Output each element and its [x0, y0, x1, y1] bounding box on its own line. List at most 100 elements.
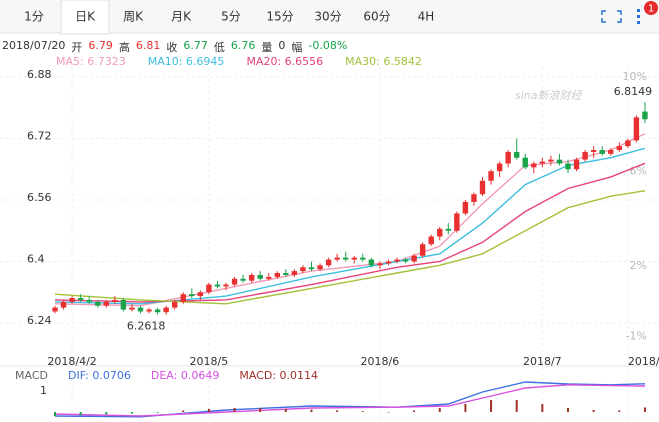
candle-body: [642, 111, 648, 120]
candle-body: [437, 228, 443, 237]
macd-bar: [207, 408, 210, 412]
candle-body: [112, 299, 118, 302]
macd-bar: [438, 408, 441, 412]
candle-body: [240, 278, 246, 281]
price-annotation: 6.8149: [614, 85, 653, 98]
candle-body: [496, 163, 503, 172]
candle-body: [582, 151, 588, 160]
macd-bar: [310, 409, 313, 412]
candle-body: [522, 157, 528, 168]
stat-label: 收: [166, 41, 178, 54]
candle-body: [377, 263, 383, 266]
y2-tick-label: -1%: [626, 330, 647, 343]
info-row: 2018/07/20 开 6.79 高 6.81 收 6.77 低 6.76 量 0 幅 -0.08%: [2, 39, 347, 55]
candle-body: [172, 301, 178, 308]
ma-legend: MA5: 6.7323 MA10: 6.6945 MA20: 6.6556 MA30:…: [56, 55, 422, 68]
x-tick-label: 2018/6: [361, 355, 400, 368]
y-tick-label: 6.4: [27, 253, 45, 266]
x-tick-label: 2018/7/20: [628, 355, 659, 368]
candle-body: [565, 163, 571, 170]
candle-body: [231, 278, 238, 285]
tab[interactable]: 日K: [75, 10, 96, 24]
candle-body: [462, 201, 469, 214]
candle-body: [274, 273, 280, 277]
candle-body: [291, 271, 298, 275]
y-tick-label: 6.72: [27, 130, 52, 143]
macd-bar: [387, 412, 390, 413]
candle-body: [214, 284, 221, 287]
macd-bar: [233, 408, 236, 412]
tab[interactable]: 周K: [123, 10, 144, 24]
macd-bar: [54, 412, 56, 416]
candle-body: [52, 307, 58, 312]
candle-body: [633, 117, 640, 141]
macd-bar: [490, 400, 493, 412]
ma-line: [54, 162, 646, 303]
tab[interactable]: 60分: [363, 10, 390, 24]
candle-body: [368, 259, 375, 266]
badge-text: 1: [648, 4, 654, 15]
macd-bar: [464, 404, 467, 412]
y-tick-label: 6.56: [27, 191, 52, 204]
stat-label: 幅: [291, 41, 303, 54]
date: 2018/07/20: [2, 39, 66, 52]
ma-line: [54, 147, 646, 305]
watermark: sina新浪财经: [515, 89, 582, 102]
tab[interactable]: 4H: [418, 10, 435, 24]
stat-value: 6.77: [183, 39, 208, 52]
macd-bar: [592, 410, 595, 412]
candle-body: [317, 265, 323, 270]
candle-body: [539, 161, 546, 164]
tab[interactable]: 15分: [266, 10, 293, 24]
menu-icon[interactable]: [637, 9, 640, 24]
macd-bar: [79, 412, 82, 416]
candle-body: [385, 261, 392, 264]
candle-body: [488, 171, 494, 181]
y2-tick-label: 10%: [623, 70, 647, 83]
candle-body: [283, 273, 289, 275]
candle-body: [608, 150, 614, 154]
tab[interactable]: 5分: [221, 10, 241, 24]
candle-body: [590, 150, 597, 152]
tab[interactable]: 1分: [24, 10, 44, 24]
candle-body: [428, 236, 434, 245]
x-tick-label: 2018/5: [190, 355, 229, 368]
stat-label: 低: [213, 41, 225, 54]
macd-tick-label: 1: [40, 384, 47, 397]
stat-value: 6.76: [230, 39, 256, 52]
fullscreen-icon[interactable]: [601, 10, 622, 23]
macd-line: [54, 384, 646, 417]
y-tick-label: 6.88: [27, 68, 52, 81]
candle-body: [69, 298, 75, 302]
y2-tick-label: 2%: [630, 259, 647, 272]
legend-entry: DEA: 0.0649: [150, 369, 220, 382]
tab[interactable]: 月K: [171, 10, 192, 24]
macd-bar: [336, 410, 339, 412]
candle-body: [60, 301, 67, 308]
candle-body: [599, 150, 605, 154]
legend-entry: MA5: 6.7323: [56, 55, 126, 68]
legend-entry: MA20: 6.6556: [246, 55, 324, 68]
candle-body: [531, 163, 537, 168]
macd-bar: [182, 410, 185, 412]
legend-entry: MA10: 6.6945: [147, 55, 225, 68]
macd-bar: [541, 404, 544, 412]
candle-body: [308, 267, 315, 270]
candle-body: [77, 298, 84, 300]
x-tick-label: 2018/4/2: [47, 355, 96, 368]
candle-body: [505, 151, 511, 164]
candle-body: [445, 228, 451, 231]
stat-value: 0: [278, 39, 286, 52]
tab[interactable]: 30分: [314, 10, 341, 24]
stat-value: 6.81: [135, 39, 161, 52]
candle-body: [95, 301, 101, 306]
candle-body: [514, 151, 520, 158]
macd-bar: [156, 412, 159, 413]
macd-bar: [618, 410, 621, 412]
legend-entry: MACD: 0.0114: [239, 369, 318, 382]
candle-body: [351, 257, 357, 260]
candle-body: [206, 284, 212, 293]
candle-body: [300, 267, 306, 272]
candle-body: [163, 307, 169, 313]
